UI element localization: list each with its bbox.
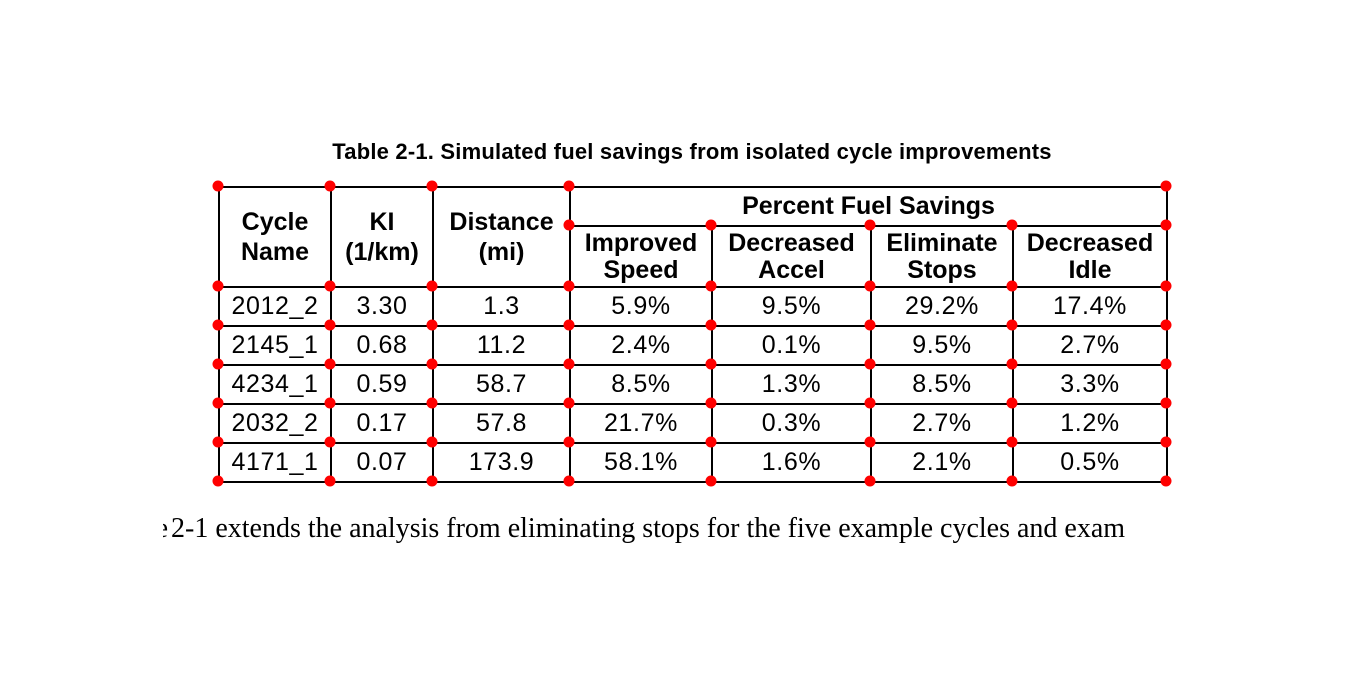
column-header-improved-speed: Improved Speed [569, 225, 713, 288]
table-cell: 2032_2 [218, 403, 332, 444]
table-header: Cycle Name KI (1/km) Distance (mi) Perce… [218, 186, 1168, 288]
table-cell: 1.3 [432, 286, 571, 327]
table-cell: 5.9% [569, 286, 713, 327]
column-header-cycle-name: Cycle Name [218, 186, 332, 288]
table-cell: 2.1% [870, 442, 1014, 483]
column-header-ki: KI (1/km) [330, 186, 434, 288]
table-caption: Table 2-1. Simulated fuel savings from i… [332, 139, 1052, 164]
table-zone: Cycle Name KI (1/km) Distance (mi) Perce… [212, 180, 1172, 487]
table-cell: 0.59 [330, 364, 434, 405]
table-cell: 1.3% [711, 364, 872, 405]
table-cell: 0.3% [711, 403, 872, 444]
table-row: 2032_2 0.17 57.8 21.7% 0.3% 2.7% 1.2% [218, 403, 1168, 444]
table-cell: 57.8 [432, 403, 571, 444]
column-header-decreased-idle: Decreased Idle [1012, 225, 1168, 288]
table-cell: 8.5% [569, 364, 713, 405]
table-cell: 2.7% [870, 403, 1014, 444]
table-row: 2145_1 0.68 11.2 2.4% 0.1% 9.5% 2.7% [218, 325, 1168, 366]
table-cell: 3.30 [330, 286, 434, 327]
header-row-sub: Improved Speed Decreased Accel Eliminate… [219, 225, 1168, 288]
table-cell: 0.17 [330, 403, 434, 444]
column-header-decreased-accel: Decreased Accel [711, 225, 872, 288]
table-cell: 11.2 [432, 325, 571, 366]
table-cell: 21.7% [569, 403, 713, 444]
table-cell: 0.07 [330, 442, 434, 483]
table-cell: 29.2% [870, 286, 1014, 327]
column-header-distance: Distance (mi) [432, 186, 571, 288]
table-cell: 0.1% [711, 325, 872, 366]
body-sentence: 2-1 extends the analysis from eliminatin… [171, 513, 1126, 544]
table-cell: 0.5% [1012, 442, 1168, 483]
table-row: 4234_1 0.59 58.7 8.5% 1.3% 8.5% 3.3% [218, 364, 1168, 405]
table-cell: 173.9 [432, 442, 571, 483]
table-cell: 3.3% [1012, 364, 1168, 405]
table-cell: 4234_1 [218, 364, 332, 405]
table-cell: 1.6% [711, 442, 872, 483]
table-body: 2012_2 3.30 1.3 5.9% 9.5% 29.2% 17.4% 2145_1 0.6… [218, 286, 1168, 483]
column-header-eliminate-stops: Eliminate Stops [870, 225, 1014, 288]
table-cell: 2145_1 [218, 325, 332, 366]
table-row: 2012_2 3.30 1.3 5.9% 9.5% 29.2% 17.4% [218, 286, 1168, 327]
body-text-line: e2-1 extends the analysis from eliminati… [163, 512, 1125, 546]
table-cell: 9.5% [711, 286, 872, 327]
table-cell: 2.7% [1012, 325, 1168, 366]
table-cell: 1.2% [1012, 403, 1168, 444]
table-cell: 2012_2 [218, 286, 332, 327]
table-cell: 0.68 [330, 325, 434, 366]
table-cell: 58.7 [432, 364, 571, 405]
table-row: 4171_1 0.07 173.9 58.1% 1.6% 2.1% 0.5% [218, 442, 1168, 483]
column-group-header-percent-fuel-savings: Percent Fuel Savings [569, 186, 1168, 227]
table-cell: 4171_1 [218, 442, 332, 483]
fuel-savings-table: Cycle Name KI (1/km) Distance (mi) Perce… [218, 186, 1168, 483]
table-cell: 2.4% [569, 325, 713, 366]
table-cell: 58.1% [569, 442, 713, 483]
table-cell: 17.4% [1012, 286, 1168, 327]
table-cell: 8.5% [870, 364, 1014, 405]
header-row-group: Cycle Name KI (1/km) Distance (mi) Perce… [218, 186, 1168, 288]
table-cell: 9.5% [870, 325, 1014, 366]
clipped-letter: e [163, 512, 168, 546]
